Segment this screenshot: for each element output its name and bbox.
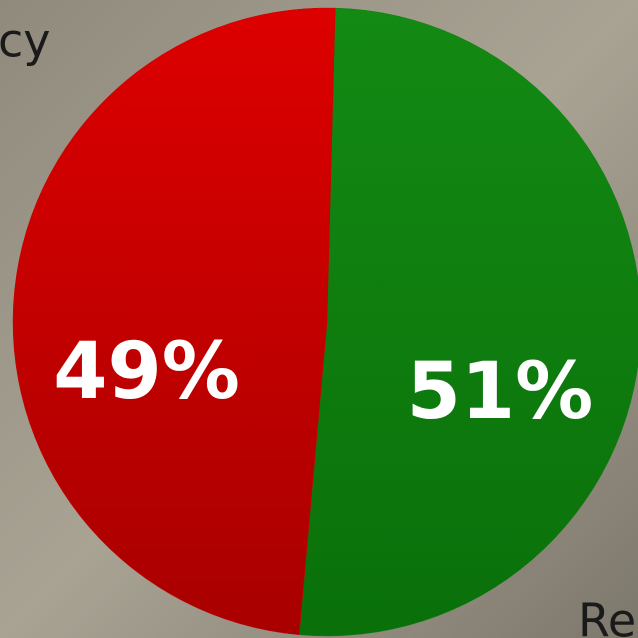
category-label: cy [0, 14, 51, 68]
chart: 51% 49% Re cy [0, 0, 638, 638]
value-label: 49% [53, 327, 240, 417]
page: {"chart_data": {"type": "pie", "categori… [0, 0, 638, 638]
category-label: Re [578, 594, 636, 638]
value-label: 51% [407, 347, 594, 437]
